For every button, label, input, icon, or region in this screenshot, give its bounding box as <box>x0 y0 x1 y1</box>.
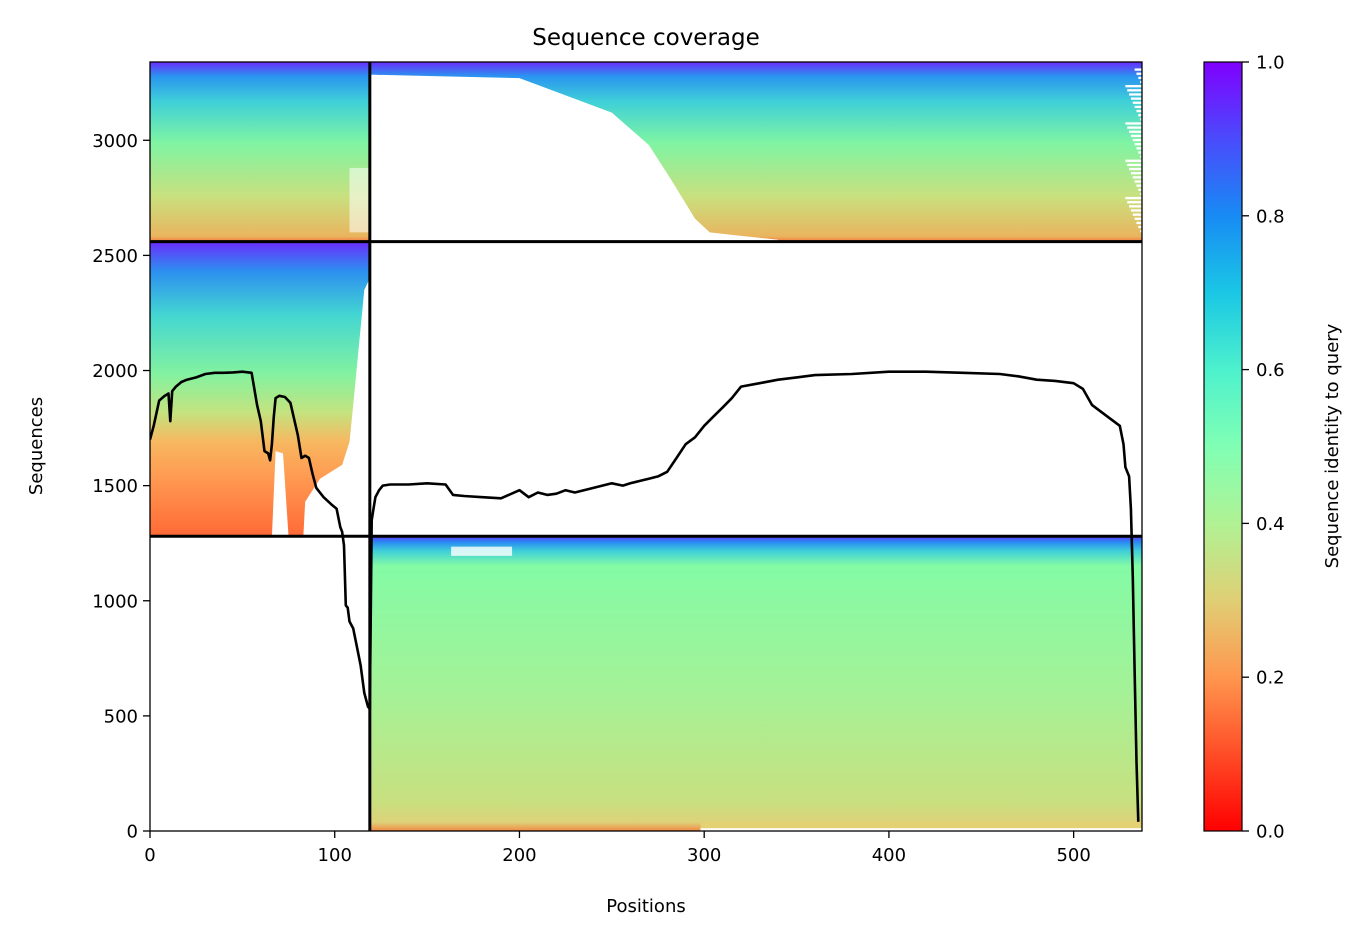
y-tick-label: 2500 <box>92 246 138 267</box>
x-tick-label: 500 <box>1056 845 1090 866</box>
coverage-gap <box>349 167 370 233</box>
y-tick-label: 0 <box>127 822 138 843</box>
x-axis: 0 100 200 300 400 500 <box>144 831 1091 866</box>
y-axis-label: Sequences <box>26 397 47 495</box>
coverage-gap <box>1136 147 1142 150</box>
y-axis: 0 500 1000 1500 2000 2500 3000 <box>92 131 150 843</box>
x-tick-label: 100 <box>318 845 352 866</box>
x-axis-label: Positions <box>606 896 685 917</box>
x-tick-label: 400 <box>872 845 906 866</box>
coverage-gap <box>1140 80 1142 84</box>
coverage-gap <box>1134 180 1142 183</box>
coverage-gap <box>1134 68 1142 71</box>
coverage-gap <box>1140 192 1142 196</box>
colorbar-tick-label: 1.0 <box>1256 53 1285 74</box>
coverage-gap <box>1130 172 1142 175</box>
coverage-gap <box>1130 97 1142 100</box>
coverage-gap <box>1134 217 1142 220</box>
x-tick-label: 200 <box>502 845 536 866</box>
y-tick-label: 3000 <box>92 131 138 152</box>
coverage-gap <box>1136 109 1142 113</box>
coverage-gap <box>1125 159 1142 162</box>
coverage-gap <box>1136 184 1142 187</box>
coverage-gap <box>1129 93 1142 96</box>
coverage-gap <box>1125 122 1142 125</box>
colorbar-label: Sequence identity to query <box>1322 323 1343 568</box>
coverage-gap <box>1140 118 1142 121</box>
coverage-gap <box>1134 105 1142 109</box>
coverage-gap <box>1132 176 1142 179</box>
coverage-gap <box>1129 205 1142 208</box>
colorbar-ticks: 0.0 0.2 0.4 0.6 0.8 1.0 <box>1242 53 1285 843</box>
coverage-gap <box>1129 167 1142 171</box>
colorbar-tick-label: 0.0 <box>1256 822 1285 843</box>
coverage-gap <box>303 278 370 537</box>
y-tick-label: 2000 <box>92 361 138 382</box>
coverage-gap <box>1132 213 1142 216</box>
colorbar-tick-label: 0.4 <box>1256 514 1285 535</box>
coverage-gap <box>369 74 779 242</box>
x-tick-label: 300 <box>687 845 721 866</box>
y-tick-label: 1500 <box>92 476 138 497</box>
coverage-gap <box>1140 230 1142 233</box>
chart-title: Sequence coverage <box>532 25 760 51</box>
coverage-gap <box>451 546 513 556</box>
coverage-block <box>150 62 370 242</box>
coverage-gap <box>1138 151 1142 154</box>
coverage-gap <box>1125 85 1142 88</box>
y-tick-label: 500 <box>104 706 138 727</box>
coverage-gap <box>271 451 289 537</box>
coverage-gap <box>1130 134 1142 138</box>
coverage-gap <box>1138 225 1142 229</box>
coverage-gap <box>1127 89 1142 92</box>
coverage-gap <box>1125 196 1142 200</box>
coverage-gap <box>1138 188 1142 191</box>
coverage-gap <box>1127 163 1142 167</box>
coverage-gap <box>1127 126 1142 129</box>
coverage-gap <box>700 828 1142 831</box>
colorbar-tick-label: 0.6 <box>1256 360 1285 381</box>
coverage-gap <box>1134 143 1142 146</box>
colorbar-tick-label: 0.2 <box>1256 668 1285 689</box>
plot-frame <box>149 61 1143 832</box>
coverage-gap <box>1129 130 1142 133</box>
coverage-gap <box>1132 138 1142 142</box>
coverage-block <box>369 536 1142 831</box>
coverage-gap <box>1140 155 1142 158</box>
coverage-line <box>150 370 1140 822</box>
coverage-gap <box>1130 209 1142 212</box>
colorbar <box>1203 61 1243 832</box>
coverage-gap <box>1132 101 1142 104</box>
x-tick-label: 0 <box>144 845 155 866</box>
coverage-gap <box>1138 114 1142 117</box>
y-tick-label: 1000 <box>92 591 138 612</box>
coverage-block-segment <box>700 821 1142 831</box>
coverage-gap <box>1136 72 1142 75</box>
coverage-gap <box>1136 221 1142 225</box>
coverage-gaps <box>271 68 1142 831</box>
colorbar-tick-label: 0.8 <box>1256 206 1285 227</box>
coverage-gap <box>1127 201 1142 204</box>
coverage-gap <box>1138 76 1142 80</box>
